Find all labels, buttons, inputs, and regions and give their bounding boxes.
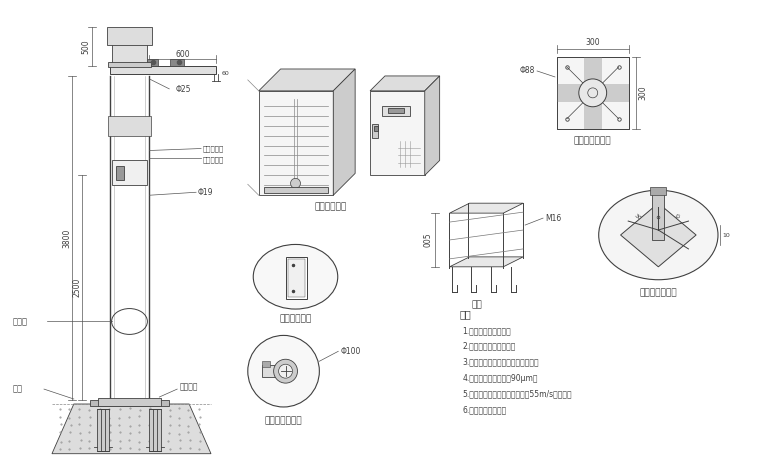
Text: 300: 300 <box>633 212 646 224</box>
Bar <box>108 116 151 135</box>
Text: 4.钉管层锹锌层常厚为90μm。: 4.钉管层锹锌层常厚为90μm。 <box>463 374 538 383</box>
Text: Φ100: Φ100 <box>340 347 360 356</box>
Bar <box>557 57 629 129</box>
Text: 5.立杆、情管和其它部件应能抗55m/s的风速。: 5.立杆、情管和其它部件应能抗55m/s的风速。 <box>463 390 572 399</box>
Bar <box>264 187 328 193</box>
Text: 下层烟灰色: 下层烟灰色 <box>203 156 224 163</box>
Bar <box>651 187 667 195</box>
Bar <box>388 108 404 113</box>
Polygon shape <box>450 257 523 267</box>
Text: 防水笱放大图: 防水笱放大图 <box>314 203 347 212</box>
Polygon shape <box>450 203 523 213</box>
Text: 1.主干为国标镍锤管。: 1.主干为国标镍锤管。 <box>463 326 511 335</box>
Bar <box>557 57 629 129</box>
Text: 500: 500 <box>81 39 90 54</box>
Text: 005: 005 <box>423 233 432 247</box>
Bar <box>98 398 161 406</box>
Polygon shape <box>334 69 355 195</box>
Text: 6.泥管、避雷采可折: 6.泥管、避雷采可折 <box>463 406 507 415</box>
Text: 300: 300 <box>638 86 647 100</box>
Text: 地笼: 地笼 <box>471 300 482 309</box>
Text: 3800: 3800 <box>62 228 71 248</box>
Text: 300: 300 <box>585 38 600 47</box>
Text: 300: 300 <box>670 212 682 224</box>
Bar <box>382 106 410 116</box>
Bar <box>170 59 184 66</box>
Text: 地笼: 地笼 <box>12 384 22 393</box>
Text: 上层了浅色: 上层了浅色 <box>203 145 224 152</box>
Bar <box>150 409 161 451</box>
Ellipse shape <box>599 190 718 280</box>
Bar <box>112 160 147 185</box>
Bar <box>372 124 378 138</box>
Circle shape <box>579 79 606 107</box>
Text: 底座法兰放大图: 底座法兰放大图 <box>639 288 677 297</box>
Text: Φ88: Φ88 <box>520 66 535 76</box>
Text: 2500: 2500 <box>72 278 81 298</box>
Text: 10: 10 <box>722 233 730 237</box>
Bar <box>90 400 169 406</box>
Text: Φ25: Φ25 <box>176 86 191 94</box>
Circle shape <box>248 336 319 407</box>
Bar <box>370 91 425 175</box>
Text: 桥机法兰放大图: 桥机法兰放大图 <box>264 416 302 425</box>
Text: 600: 600 <box>176 49 190 59</box>
Bar <box>144 59 158 66</box>
Bar <box>652 190 664 240</box>
Polygon shape <box>258 69 355 91</box>
Bar <box>261 365 283 377</box>
Text: 维修孔放大图: 维修孔放大图 <box>280 314 312 323</box>
Bar <box>261 361 270 367</box>
Text: 维修孔: 维修孔 <box>12 317 27 326</box>
Polygon shape <box>370 76 439 91</box>
Bar <box>258 91 334 195</box>
Bar <box>97 409 109 451</box>
Circle shape <box>279 364 293 378</box>
Bar <box>287 259 306 297</box>
Text: 3.喷涂后不再进行任何加工和焊接。: 3.喷涂后不再进行任何加工和焊接。 <box>463 358 539 367</box>
Polygon shape <box>109 66 216 74</box>
Bar <box>108 62 151 67</box>
Ellipse shape <box>253 244 337 309</box>
Text: 底座法兰正视图: 底座法兰正视图 <box>574 136 612 145</box>
Bar <box>374 125 378 131</box>
Bar <box>584 57 602 129</box>
Text: 60: 60 <box>222 71 230 77</box>
Text: 底座法兰: 底座法兰 <box>179 383 198 392</box>
Circle shape <box>290 178 300 188</box>
Bar <box>286 257 308 298</box>
Text: 说明: 说明 <box>460 310 471 320</box>
Text: 2.上下法兰加强抛连接。: 2.上下法兰加强抛连接。 <box>463 342 516 351</box>
Bar <box>112 44 147 66</box>
Bar <box>106 27 152 45</box>
Polygon shape <box>621 203 696 267</box>
Polygon shape <box>425 76 439 175</box>
Bar <box>116 166 124 180</box>
Text: Φ19: Φ19 <box>198 188 214 197</box>
Text: M16: M16 <box>545 213 562 223</box>
Polygon shape <box>52 404 211 454</box>
Bar <box>557 84 629 102</box>
Circle shape <box>274 359 297 383</box>
